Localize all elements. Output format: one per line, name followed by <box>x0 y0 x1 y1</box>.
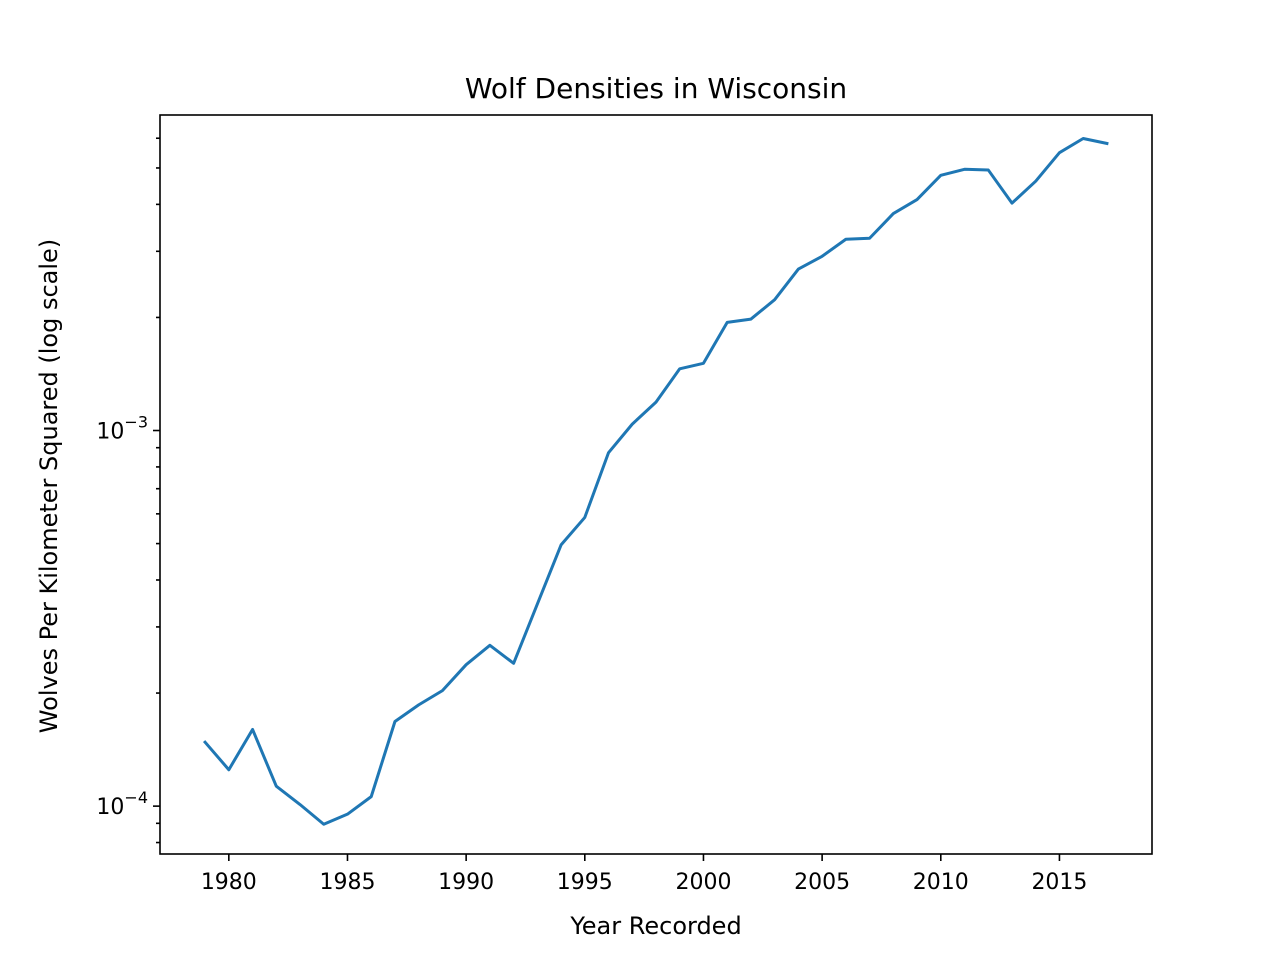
x-tick-label: 2010 <box>913 870 969 895</box>
y-tick-label: 10−3 <box>96 413 148 445</box>
y-axis-label: Wolves Per Kilometer Squared (log scale) <box>35 239 63 733</box>
x-tick-label: 1995 <box>557 870 613 895</box>
chart-title: Wolf Densities in Wisconsin <box>465 72 847 105</box>
x-tick-label: 1990 <box>438 870 494 895</box>
y-tick-label: 10−4 <box>96 788 148 820</box>
y-tick-label-base: 10 <box>96 420 124 445</box>
series-line <box>202 137 1109 826</box>
x-tick-label: 2015 <box>1031 870 1087 895</box>
y-axis-minor-ticks <box>156 137 160 844</box>
x-tick-label: 2000 <box>675 870 731 895</box>
y-tick-label-exponent: −4 <box>124 788 148 807</box>
y-tick-label-base: 10 <box>96 795 124 820</box>
x-axis-label: Year Recorded <box>569 912 741 940</box>
y-tick-label-exponent: −3 <box>124 413 148 432</box>
x-tick-label: 1985 <box>319 870 375 895</box>
plot-area <box>159 114 1153 855</box>
x-tick-label: 2005 <box>794 870 850 895</box>
y-axis: 10−410−3 <box>96 413 160 820</box>
x-tick-label: 1980 <box>201 870 257 895</box>
x-axis: 1980 1985 1990 1995 2000 2005 2010 2015 <box>201 854 1087 895</box>
